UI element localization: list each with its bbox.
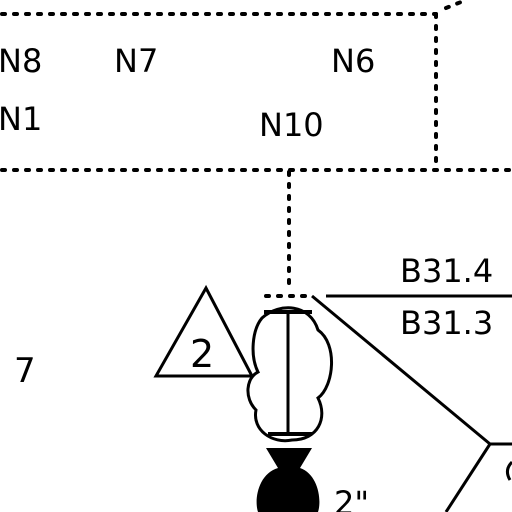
leader-line-diagonal [311,294,491,446]
leader-arc [505,460,512,481]
label-b31-4: B31.4 [400,252,493,290]
leader-line-lower [444,443,492,512]
revision-triangle [153,284,255,378]
boundary-diagonal-line [444,0,468,10]
label-n6: N6 [331,42,375,80]
label-size-note: 2" [334,484,369,512]
label-left-number: 7 [14,351,36,391]
label-n1: N1 [0,100,42,138]
label-n10: N10 [259,106,324,144]
reducer-symbol [256,448,320,512]
revision-triangle-number: 2 [190,332,214,376]
revision-cloud [246,306,333,443]
label-n7: N7 [114,42,158,80]
leader-lines [311,294,512,512]
label-n8: N8 [0,42,42,80]
dotted-boundary [0,0,512,298]
label-b31-3: B31.3 [400,304,493,342]
